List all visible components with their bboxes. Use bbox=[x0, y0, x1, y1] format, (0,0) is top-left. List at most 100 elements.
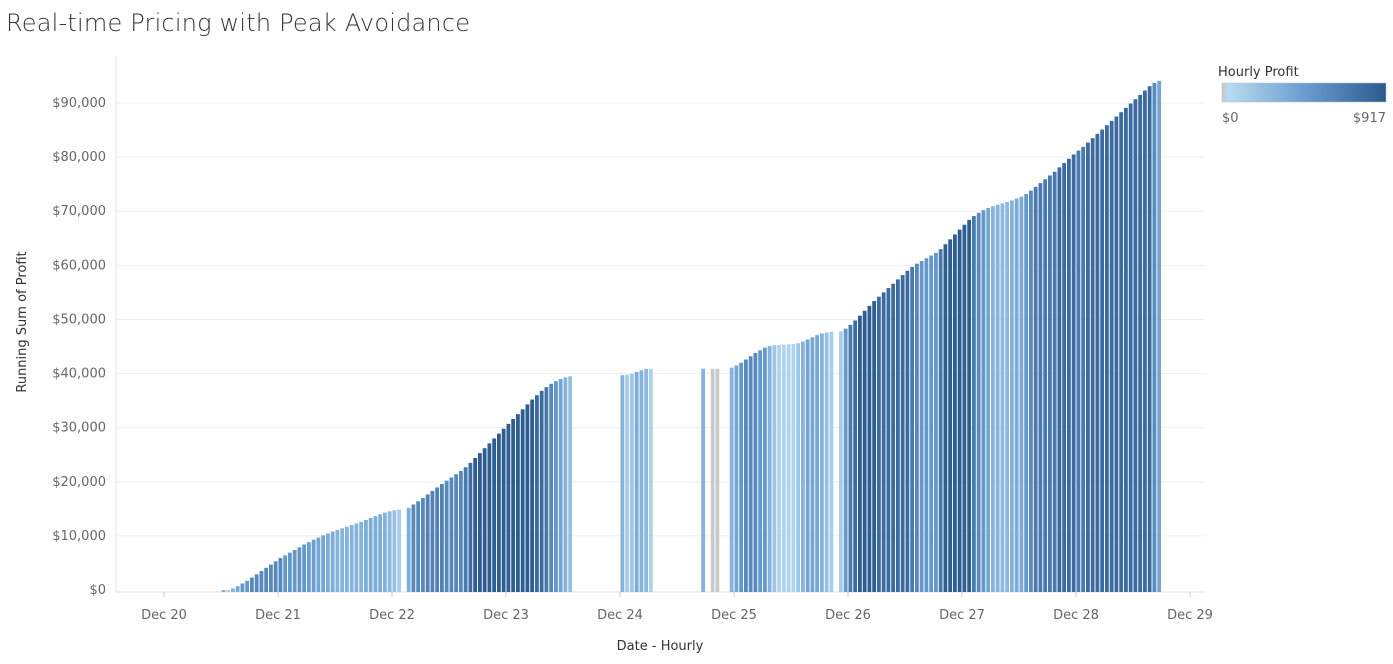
bar[interactable] bbox=[1071, 154, 1076, 592]
bar[interactable] bbox=[796, 343, 801, 592]
bar[interactable] bbox=[1033, 186, 1038, 592]
bar[interactable] bbox=[948, 239, 953, 593]
bar[interactable] bbox=[558, 378, 563, 592]
bar[interactable] bbox=[777, 344, 782, 592]
bar[interactable] bbox=[221, 590, 226, 592]
bar[interactable] bbox=[782, 344, 786, 592]
bar[interactable] bbox=[644, 368, 649, 592]
bar[interactable] bbox=[715, 368, 720, 592]
bar[interactable] bbox=[753, 352, 758, 592]
bar[interactable] bbox=[962, 224, 967, 592]
bar[interactable] bbox=[1048, 175, 1052, 592]
bar[interactable] bbox=[843, 328, 848, 592]
bar[interactable] bbox=[1128, 103, 1133, 593]
bar[interactable] bbox=[273, 561, 278, 592]
bar[interactable] bbox=[511, 419, 516, 592]
bar[interactable] bbox=[544, 387, 549, 592]
bar[interactable] bbox=[463, 467, 468, 592]
bar[interactable] bbox=[1029, 190, 1033, 592]
bar[interactable] bbox=[383, 512, 387, 592]
bar[interactable] bbox=[364, 519, 368, 592]
bar[interactable] bbox=[910, 266, 915, 592]
bar[interactable] bbox=[340, 528, 345, 592]
bar[interactable] bbox=[1147, 86, 1152, 592]
bar[interactable] bbox=[411, 504, 416, 592]
bar[interactable] bbox=[345, 526, 349, 592]
bar[interactable] bbox=[335, 529, 340, 592]
bar[interactable] bbox=[1114, 116, 1119, 593]
bar[interactable] bbox=[891, 283, 896, 592]
bar[interactable] bbox=[254, 574, 259, 592]
bar[interactable] bbox=[824, 332, 829, 592]
bar[interactable] bbox=[482, 448, 487, 592]
bar[interactable] bbox=[487, 443, 492, 592]
bar[interactable] bbox=[729, 367, 734, 592]
bar[interactable] bbox=[387, 511, 392, 592]
bar[interactable] bbox=[535, 395, 539, 592]
bar[interactable] bbox=[981, 210, 986, 592]
bar[interactable] bbox=[1143, 90, 1147, 592]
bar[interactable] bbox=[810, 337, 815, 592]
bar[interactable] bbox=[815, 335, 820, 592]
bar[interactable] bbox=[525, 404, 530, 592]
bar[interactable] bbox=[278, 558, 283, 592]
bar[interactable] bbox=[924, 258, 929, 592]
bar[interactable] bbox=[406, 507, 411, 592]
bar[interactable] bbox=[1105, 125, 1109, 593]
bar[interactable] bbox=[435, 487, 440, 592]
bar[interactable] bbox=[820, 333, 824, 592]
bar[interactable] bbox=[454, 474, 459, 592]
bar[interactable] bbox=[734, 365, 739, 592]
bar[interactable] bbox=[316, 537, 321, 592]
bar[interactable] bbox=[967, 219, 972, 592]
bar[interactable] bbox=[1157, 80, 1162, 592]
bar[interactable] bbox=[297, 547, 302, 592]
bar[interactable] bbox=[549, 383, 554, 592]
bar[interactable] bbox=[896, 279, 900, 592]
bar[interactable] bbox=[772, 345, 777, 592]
bar[interactable] bbox=[986, 207, 991, 592]
bar[interactable] bbox=[872, 301, 877, 592]
bar[interactable] bbox=[226, 590, 231, 592]
bar[interactable] bbox=[1019, 196, 1024, 592]
bar[interactable] bbox=[373, 516, 378, 592]
bar[interactable] bbox=[1095, 133, 1100, 593]
bar[interactable] bbox=[392, 510, 397, 592]
bar[interactable] bbox=[739, 362, 744, 592]
bar[interactable] bbox=[848, 324, 853, 592]
bar[interactable] bbox=[791, 344, 796, 592]
bar[interactable] bbox=[473, 457, 478, 592]
bar[interactable] bbox=[1038, 183, 1043, 592]
bar[interactable] bbox=[839, 331, 843, 592]
bar[interactable] bbox=[506, 423, 511, 592]
bar[interactable] bbox=[881, 292, 886, 592]
bar[interactable] bbox=[919, 261, 924, 592]
bar[interactable] bbox=[915, 263, 919, 592]
bar[interactable] bbox=[625, 374, 630, 592]
bar[interactable] bbox=[938, 249, 943, 592]
bar[interactable] bbox=[829, 331, 834, 592]
bar[interactable] bbox=[748, 356, 753, 592]
bar[interactable] bbox=[421, 498, 425, 592]
bar[interactable] bbox=[1100, 129, 1105, 592]
bar[interactable] bbox=[539, 390, 544, 592]
bar[interactable] bbox=[321, 535, 326, 592]
bar[interactable] bbox=[943, 244, 948, 593]
bar[interactable] bbox=[468, 462, 473, 592]
bar[interactable] bbox=[492, 438, 497, 592]
bar[interactable] bbox=[1010, 200, 1014, 592]
bar[interactable] bbox=[1152, 82, 1157, 593]
bar[interactable] bbox=[1000, 203, 1005, 593]
bar[interactable] bbox=[991, 206, 995, 592]
bar[interactable] bbox=[929, 255, 934, 593]
bar[interactable] bbox=[1052, 171, 1057, 592]
bar[interactable] bbox=[349, 525, 354, 592]
bar[interactable] bbox=[520, 409, 525, 592]
bar[interactable] bbox=[307, 542, 311, 592]
bar[interactable] bbox=[302, 544, 307, 592]
bar[interactable] bbox=[934, 252, 938, 593]
bar[interactable] bbox=[292, 549, 297, 592]
bar[interactable] bbox=[1138, 94, 1143, 592]
bar[interactable] bbox=[634, 371, 639, 592]
bar[interactable] bbox=[1090, 138, 1095, 592]
